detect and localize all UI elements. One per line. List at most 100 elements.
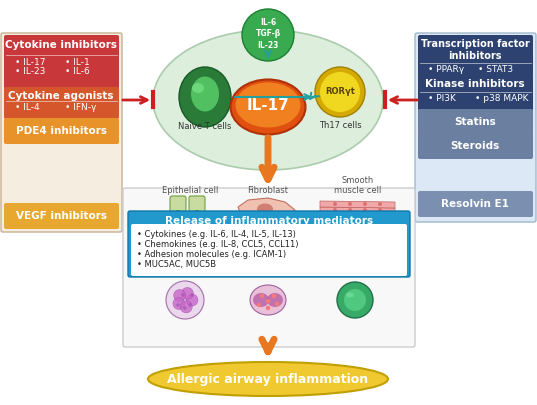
Circle shape <box>266 306 270 310</box>
Text: • Adhesion molecules (e.g. ICAM-1): • Adhesion molecules (e.g. ICAM-1) <box>137 250 286 259</box>
Circle shape <box>166 281 204 319</box>
Circle shape <box>333 215 337 219</box>
Circle shape <box>363 208 367 212</box>
Ellipse shape <box>253 293 269 307</box>
Circle shape <box>175 210 181 216</box>
Ellipse shape <box>230 79 306 134</box>
Ellipse shape <box>257 203 273 215</box>
Circle shape <box>337 282 373 318</box>
Circle shape <box>260 294 264 298</box>
Circle shape <box>188 303 192 307</box>
Circle shape <box>333 208 337 212</box>
Circle shape <box>190 293 194 297</box>
Text: • PI3K: • PI3K <box>428 94 456 103</box>
FancyBboxPatch shape <box>1 33 122 232</box>
Text: Transcription factor
inhibitors: Transcription factor inhibitors <box>420 39 529 61</box>
Circle shape <box>348 208 352 212</box>
Text: Allergic airway inflammation: Allergic airway inflammation <box>168 373 368 386</box>
Circle shape <box>378 208 382 212</box>
Circle shape <box>242 9 294 61</box>
Text: • IL-1: • IL-1 <box>65 58 90 67</box>
Text: IL-6
TGF-β
IL-23: IL-6 TGF-β IL-23 <box>256 18 281 50</box>
Circle shape <box>378 215 382 219</box>
Circle shape <box>333 202 337 206</box>
FancyBboxPatch shape <box>415 33 536 222</box>
Circle shape <box>173 290 186 301</box>
Ellipse shape <box>148 362 388 396</box>
Polygon shape <box>320 214 395 221</box>
FancyBboxPatch shape <box>4 118 119 144</box>
FancyBboxPatch shape <box>128 211 410 277</box>
Circle shape <box>275 302 279 306</box>
Text: Steroids: Steroids <box>451 141 499 151</box>
Text: Epithelial cell: Epithelial cell <box>162 186 218 195</box>
Circle shape <box>348 202 352 206</box>
FancyBboxPatch shape <box>418 35 533 77</box>
FancyBboxPatch shape <box>4 87 119 119</box>
Text: Naive T cells: Naive T cells <box>178 122 231 131</box>
Circle shape <box>257 303 261 307</box>
Text: Resolvin E1: Resolvin E1 <box>441 199 509 209</box>
Ellipse shape <box>172 215 184 223</box>
Circle shape <box>344 289 366 311</box>
Ellipse shape <box>191 215 203 223</box>
FancyBboxPatch shape <box>418 191 533 217</box>
Circle shape <box>363 215 367 219</box>
Ellipse shape <box>346 292 354 298</box>
FancyBboxPatch shape <box>123 188 415 347</box>
Text: • IL-4: • IL-4 <box>15 103 40 112</box>
Text: • PPARγ: • PPARγ <box>428 65 464 74</box>
Text: Statins: Statins <box>454 117 496 127</box>
Text: • STAT3: • STAT3 <box>478 65 513 74</box>
Circle shape <box>194 210 200 216</box>
Circle shape <box>181 293 185 297</box>
Text: Release of inflammatory mediators: Release of inflammatory mediators <box>165 216 373 226</box>
Circle shape <box>320 72 360 112</box>
FancyBboxPatch shape <box>418 133 533 159</box>
Circle shape <box>315 67 365 117</box>
Circle shape <box>176 303 180 307</box>
Text: • IL-17: • IL-17 <box>15 58 46 67</box>
Text: Cytokine agonists: Cytokine agonists <box>8 91 114 101</box>
Ellipse shape <box>250 285 286 315</box>
Circle shape <box>378 202 382 206</box>
Circle shape <box>183 306 187 310</box>
Text: • Chemokines (e.g. IL-8, CCL5, CCL11): • Chemokines (e.g. IL-8, CCL5, CCL11) <box>137 240 299 249</box>
Circle shape <box>186 294 198 306</box>
FancyBboxPatch shape <box>418 75 533 111</box>
Polygon shape <box>320 207 395 214</box>
Text: • p38 MAPK: • p38 MAPK <box>475 94 528 103</box>
Ellipse shape <box>153 30 383 170</box>
Circle shape <box>272 294 276 298</box>
Text: • MUC5AC, MUC5B: • MUC5AC, MUC5B <box>137 260 216 269</box>
Text: Eosinophil: Eosinophil <box>246 268 289 277</box>
Circle shape <box>348 215 352 219</box>
Text: Fibroblast: Fibroblast <box>248 186 288 195</box>
Text: Th17 cells: Th17 cells <box>318 121 361 130</box>
Text: Neutrophil: Neutrophil <box>163 268 207 277</box>
Text: Kinase inhibitors: Kinase inhibitors <box>425 79 525 89</box>
Polygon shape <box>238 198 295 222</box>
Ellipse shape <box>236 83 301 128</box>
Text: VEGF inhibitors: VEGF inhibitors <box>16 211 106 221</box>
Circle shape <box>363 202 367 206</box>
FancyBboxPatch shape <box>131 224 407 276</box>
Circle shape <box>182 288 193 299</box>
Text: • IL-6: • IL-6 <box>65 67 90 76</box>
Text: PDE4 inhibitors: PDE4 inhibitors <box>16 126 106 136</box>
Circle shape <box>266 299 270 303</box>
Circle shape <box>180 301 192 313</box>
Ellipse shape <box>192 83 204 93</box>
FancyBboxPatch shape <box>170 196 186 222</box>
Ellipse shape <box>267 293 283 307</box>
Text: Lymphocyte: Lymphocyte <box>330 268 381 277</box>
Polygon shape <box>320 201 395 208</box>
FancyBboxPatch shape <box>189 196 205 222</box>
Circle shape <box>173 298 185 309</box>
Text: • Cytokines (e.g. IL-6, IL-4, IL-5, IL-13): • Cytokines (e.g. IL-6, IL-4, IL-5, IL-1… <box>137 230 296 239</box>
FancyBboxPatch shape <box>4 203 119 229</box>
Text: IL-17: IL-17 <box>246 98 289 113</box>
Ellipse shape <box>179 67 231 127</box>
Text: Smooth
muscle cell: Smooth muscle cell <box>335 176 382 195</box>
Text: Cytokine inhibitors: Cytokine inhibitors <box>5 40 117 50</box>
